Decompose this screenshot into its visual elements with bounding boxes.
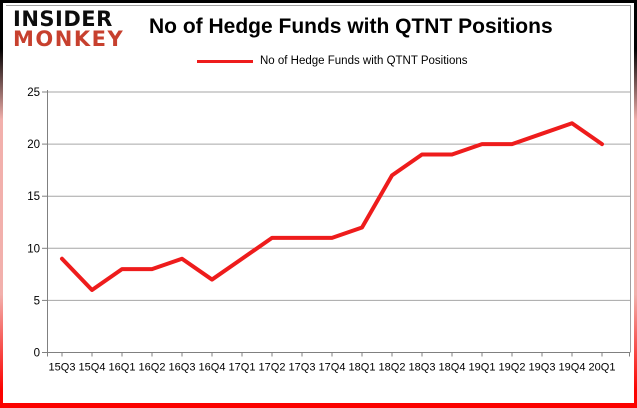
x-tick-label: 20Q1 [589, 362, 616, 374]
x-tick-label: 18Q4 [439, 362, 466, 374]
legend-line-swatch [197, 59, 253, 63]
chart-title: No of Hedge Funds with QTNT Positions [149, 15, 553, 38]
y-tick-label: 10 [27, 243, 40, 255]
x-tick-label: 17Q3 [289, 362, 316, 374]
data-series-line [60, 121, 604, 292]
x-tick-label: 19Q2 [499, 362, 526, 374]
chart-legend: No of Hedge Funds with QTNT Positions [197, 55, 468, 67]
x-tick-label: 18Q3 [409, 362, 436, 374]
x-tick-label: 17Q2 [259, 362, 286, 374]
x-tick-label: 19Q3 [529, 362, 556, 374]
x-tick-label: 18Q1 [349, 362, 376, 374]
x-tick-label: 19Q4 [559, 362, 586, 374]
x-tick-label: 16Q2 [139, 362, 166, 374]
x-tick-label: 15Q4 [79, 362, 106, 374]
y-tick-label: 25 [27, 87, 40, 99]
y-tick-label: 0 [34, 348, 40, 360]
legend-label: No of Hedge Funds with QTNT Positions [260, 55, 468, 67]
x-tick-label: 16Q4 [199, 362, 226, 374]
x-tick-label: 16Q1 [109, 362, 136, 374]
x-tick-label: 17Q4 [319, 362, 346, 374]
y-tick-label: 15 [27, 191, 40, 203]
logo-text-monkey: MONKEY [13, 26, 125, 51]
insider-monkey-logo: INSIDER MONKEY [13, 9, 125, 51]
x-tick-label: 17Q1 [229, 362, 256, 374]
x-tick-label: 18Q2 [379, 362, 406, 374]
y-tick-label: 5 [34, 295, 40, 307]
x-tick-label: 16Q3 [169, 362, 196, 374]
y-tick-label: 20 [27, 139, 40, 151]
x-tick-label: 19Q1 [469, 362, 496, 374]
x-tick-label: 15Q3 [49, 362, 76, 374]
